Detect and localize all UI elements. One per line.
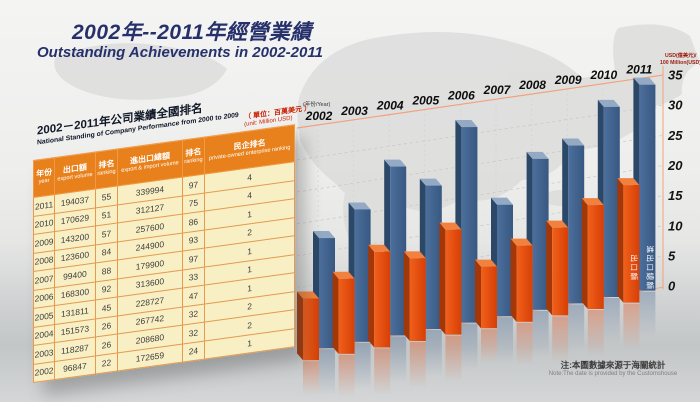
page-title: 2002年--2011年經營業績 Outstanding Achievement… — [37, 21, 323, 62]
column-header: 出口額 export volume — [54, 151, 96, 195]
source-note-chinese: 注:本圖數據來源于海關統計 — [560, 360, 666, 370]
page-title-chinese: 2002年--2011年經營業績 — [72, 21, 312, 44]
table-body: 2011 194037 55 339994 97 4 2010 170629 51 312127 7… — [33, 161, 295, 383]
source-note-english: Note:The date is provided by the Customs… — [548, 370, 678, 377]
table-cell: 24 — [182, 340, 205, 363]
ranking-table-scene: 2002－2011年公司業績全國排名 National Standing of … — [33, 103, 311, 383]
column-header: 排名 ranking — [182, 136, 205, 178]
column-header: 排名 ranking — [95, 148, 118, 189]
data-source-note: 注:本圖數據來源于海關統計 Note:The date is provided … — [528, 360, 698, 378]
performance-ranking-table: 年份 year 出口額 export volume 排名 ranking 進出口總額 expo… — [33, 124, 295, 383]
column-header: 年份 year — [33, 157, 55, 198]
page-title-english: Outstanding Achievements in 2002-2011 — [37, 44, 323, 62]
table-cell: 2002 — [33, 361, 55, 383]
table-cell: 22 — [95, 352, 118, 374]
